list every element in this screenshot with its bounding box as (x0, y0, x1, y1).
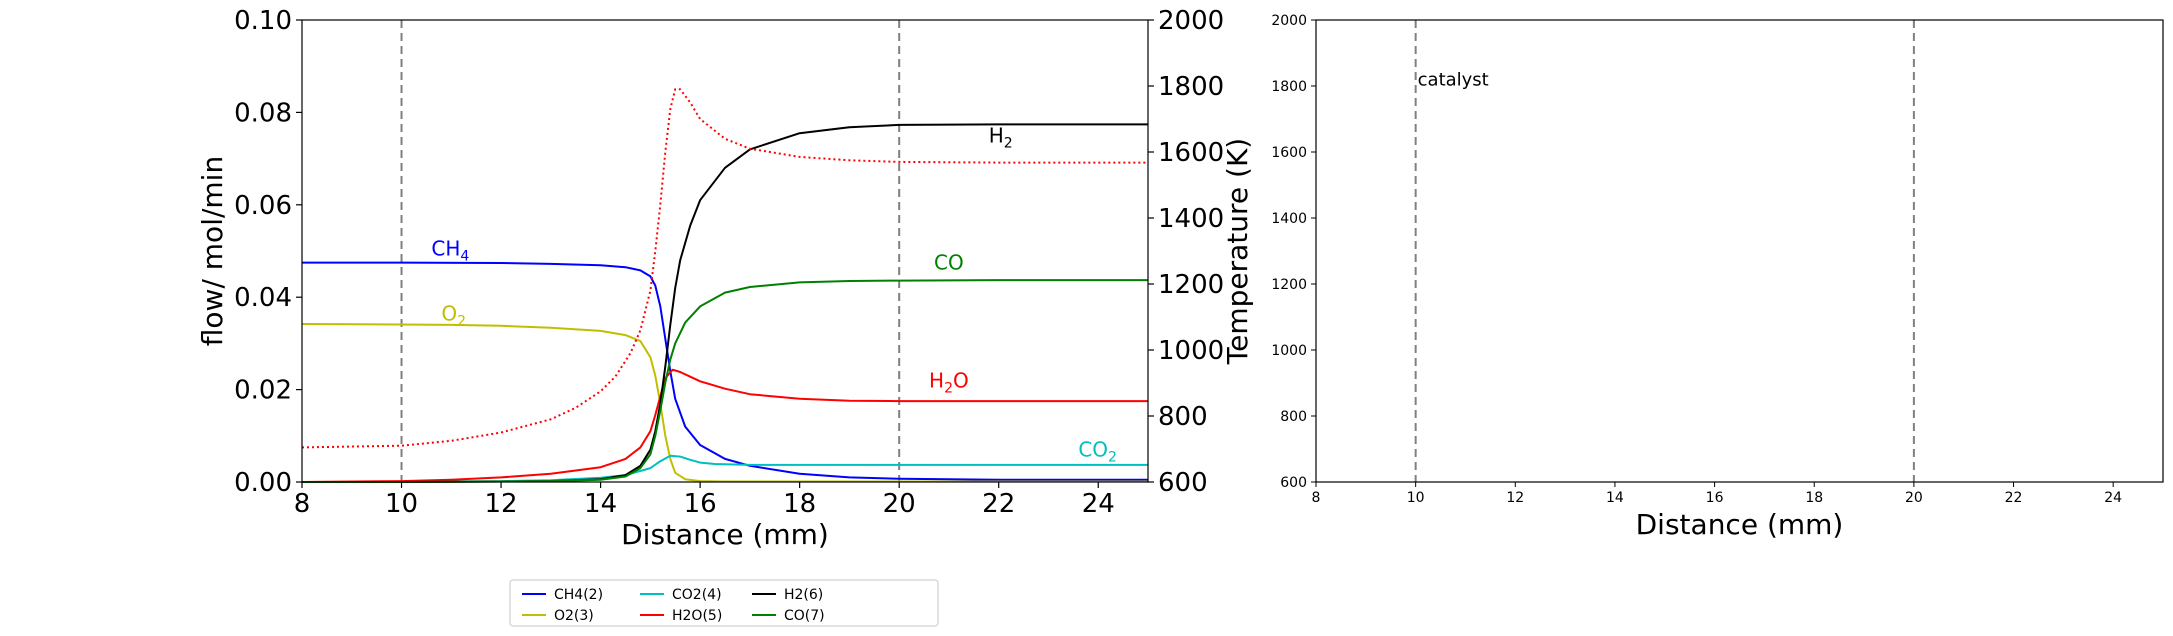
x-tick-label: 14 (1606, 490, 1624, 506)
legend-label: O2(3) (554, 608, 594, 624)
right-chart: 8 10 12 14 16 18 20 22 24 600 800 1000 1200 1400 1600 1… (1271, 13, 2164, 541)
x-tick-label: 10 (1407, 490, 1425, 506)
y-tick-label: 1000 (1271, 343, 1307, 359)
y2-tick-label: 1400 (1158, 204, 1224, 234)
legend-label: CH4(2) (554, 587, 603, 603)
legend: CH4(2) O2(3) CO2(4) H2O(5) H2(6) CO(7) (509, 579, 939, 627)
y-tick-label: 0.02 (234, 376, 292, 406)
series-annotation: CO (934, 250, 964, 274)
y-tick-label: 800 (1280, 409, 1307, 425)
x-tick-label: 20 (1905, 490, 1923, 506)
y-tick-label: 0.08 (234, 98, 292, 128)
y-tick-label: 1800 (1271, 79, 1307, 95)
y-tick-label: 2000 (1271, 13, 1307, 29)
y-tick-label: 1200 (1271, 277, 1307, 293)
y-tick-label: 1600 (1271, 145, 1307, 161)
y-tick-label: 600 (1280, 475, 1307, 491)
x-axis-label: Distance (mm) (621, 518, 829, 551)
x-tick-label: 22 (2005, 490, 2023, 506)
series-annotation: H2 (989, 123, 1013, 151)
y2-tick-label: 800 (1158, 402, 1208, 432)
series-annotation: H2O (929, 368, 969, 396)
legend-label: CO(7) (784, 608, 825, 624)
x-tick-label: 18 (1805, 490, 1823, 506)
y2-tick-label: 1800 (1158, 72, 1224, 102)
x-tick-label: 8 (1312, 490, 1321, 506)
legend-label: H2O(5) (672, 608, 722, 624)
x-tick-label: 18 (783, 489, 816, 519)
y-axis-label: flow/ mol/min (196, 156, 229, 346)
x-tick-label: 12 (485, 489, 518, 519)
x-tick-label: 14 (584, 489, 617, 519)
series-line (302, 261, 1148, 481)
x-tick-label: 8 (294, 489, 311, 519)
temperature-series-line (301, 88, 1148, 449)
series-line (302, 279, 1148, 483)
left-chart: 8 10 12 14 16 18 20 22 24 0.00 0.02 0.04 0.06 0.08 0.1… (196, 6, 1254, 551)
y-tick-label: 0.10 (234, 6, 292, 36)
x-tick-label: 16 (684, 489, 717, 519)
x-tick-label: 16 (1706, 490, 1724, 506)
x-tick-label: 24 (2104, 490, 2122, 506)
legend-label: CO2(4) (672, 587, 722, 603)
series-annotation: CH4 (431, 237, 469, 265)
x-tick-label: 20 (883, 489, 916, 519)
series-line (301, 323, 1148, 483)
y2-tick-label: 600 (1158, 468, 1208, 498)
y-tick-label: 1400 (1271, 211, 1307, 227)
x-tick-label: 24 (1082, 489, 1115, 519)
legend-label: H2(6) (784, 587, 823, 603)
y2-tick-label: 1600 (1158, 138, 1224, 168)
x-axis-label: Distance (mm) (1636, 508, 1844, 541)
legend-frame (509, 579, 939, 627)
y2-tick-label: 1200 (1158, 270, 1224, 300)
plot-frame (1315, 19, 2164, 483)
y-tick-label: 0.06 (234, 191, 292, 221)
plot-frame (301, 19, 1149, 483)
y2-tick-label: 2000 (1158, 6, 1224, 36)
series-line (302, 123, 1148, 483)
catalyst-annotation: catalyst (1418, 69, 1489, 90)
y-tick-label: 0.00 (234, 468, 292, 498)
y2-axis-label: Temperature (K) (1221, 138, 1254, 365)
x-tick-label: 12 (1506, 490, 1524, 506)
x-tick-label: 22 (982, 489, 1015, 519)
x-tick-label: 10 (385, 489, 418, 519)
y-tick-label: 0.04 (234, 283, 292, 313)
y2-tick-label: 1000 (1158, 336, 1224, 366)
series-annotation: O2 (441, 301, 466, 329)
series-annotation: CO2 (1078, 438, 1117, 466)
